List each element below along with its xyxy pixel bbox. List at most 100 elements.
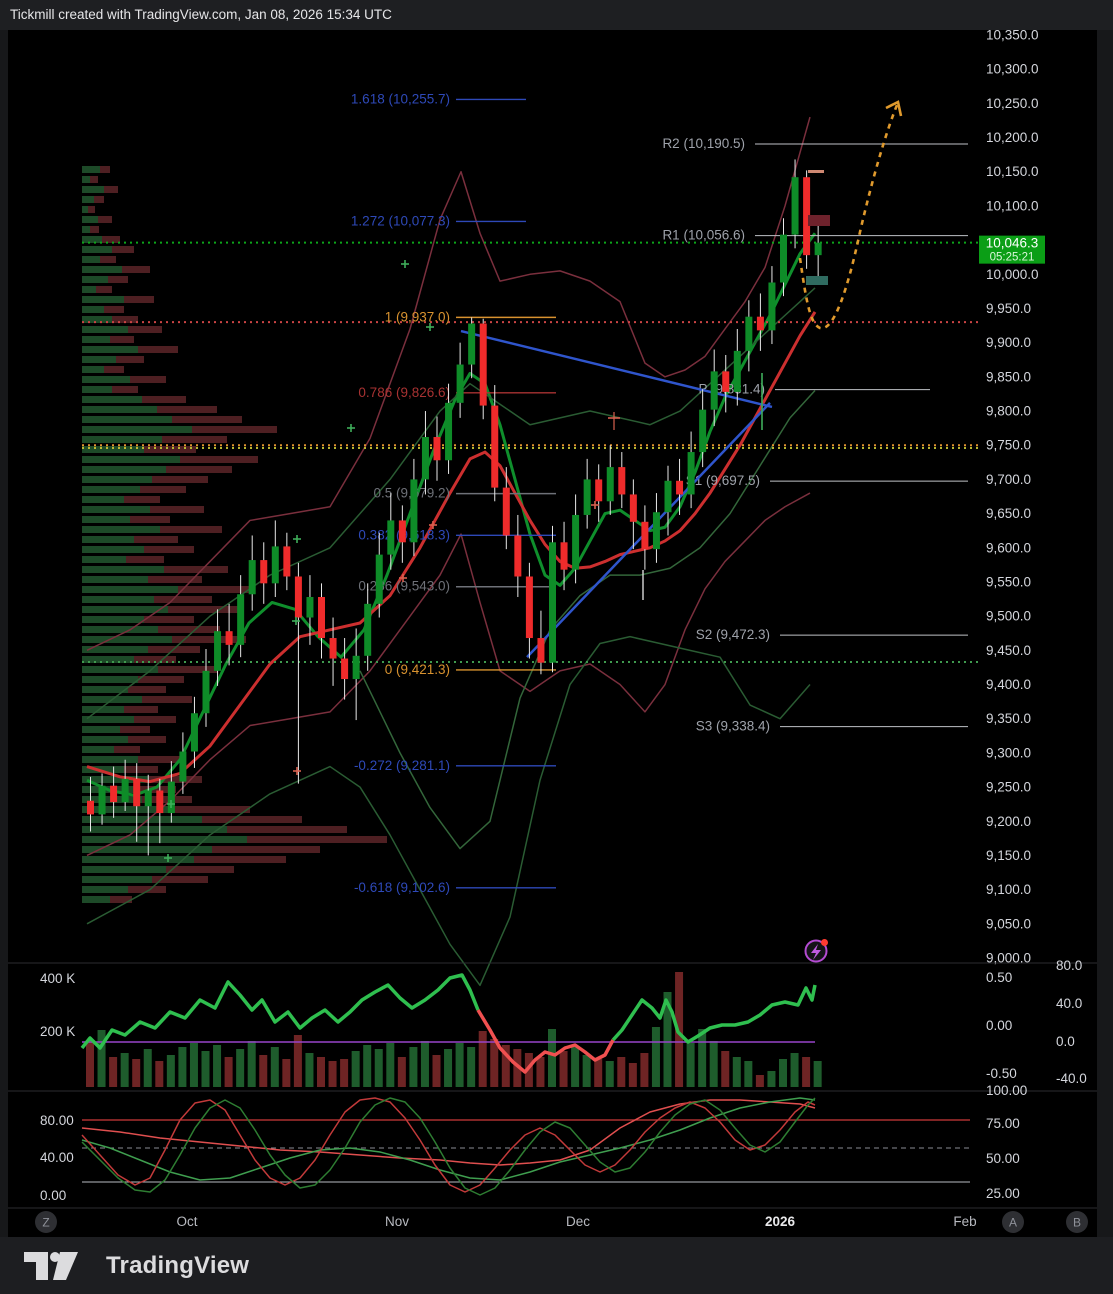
volume-profile-sell-bar — [130, 376, 166, 383]
y-axis-label[interactable]: 9,700.0 — [986, 472, 1031, 487]
candle-down — [318, 597, 325, 639]
indicator-axis-label[interactable]: 0.00 — [986, 1018, 1012, 1033]
y-axis-label[interactable]: 10,250.0 — [986, 96, 1039, 111]
y-axis-label[interactable]: 9,050.0 — [986, 916, 1031, 931]
volume-profile-sell-bar — [104, 366, 124, 373]
candle-up — [468, 323, 476, 365]
current-price-value: 10,046.3 — [986, 236, 1039, 251]
y-axis-label[interactable]: 10,150.0 — [986, 164, 1039, 179]
month-label-dec[interactable]: Dec — [566, 1214, 590, 1229]
volume-bar — [559, 1051, 568, 1087]
volume-axis-label[interactable]: 400 K — [40, 971, 75, 986]
y-axis-label[interactable]: 9,650.0 — [986, 506, 1031, 521]
y-axis-label[interactable]: 9,300.0 — [986, 745, 1031, 760]
y-axis-label[interactable]: 9,000.0 — [986, 951, 1031, 966]
volume-ratio-line-red — [476, 1009, 615, 1074]
volume-profile-buy-bar — [82, 476, 152, 483]
y-axis-label[interactable]: 9,850.0 — [986, 369, 1031, 384]
y-axis-label[interactable]: 9,150.0 — [986, 848, 1031, 863]
y-axis-label[interactable]: 9,500.0 — [986, 609, 1031, 624]
candle-down — [225, 631, 233, 645]
axis-button-z[interactable] — [35, 1211, 57, 1233]
oscillator-axis-label[interactable]: 0.00 — [40, 1188, 66, 1203]
y-axis-label[interactable]: 9,250.0 — [986, 780, 1031, 795]
month-label-oct[interactable]: Oct — [176, 1214, 197, 1229]
candle-down — [560, 542, 568, 570]
volume-profile-sell-bar — [144, 446, 196, 453]
month-label-2026[interactable]: 2026 — [765, 1214, 796, 1229]
indicator-axis-label[interactable]: -0.50 — [986, 1066, 1017, 1081]
oscillator-axis-label[interactable]: 80.00 — [40, 1113, 74, 1128]
position-mark[interactable] — [808, 215, 830, 226]
y-axis-label[interactable]: 9,800.0 — [986, 404, 1031, 419]
indicator-axis-label-2[interactable]: 40.0 — [1056, 996, 1082, 1011]
volume-profile-buy-bar — [82, 726, 120, 733]
volume-axis-label[interactable]: 200 K — [40, 1024, 75, 1039]
y-axis-label[interactable]: 9,950.0 — [986, 301, 1031, 316]
volume-profile-buy-bar — [82, 546, 144, 553]
volume-bar — [420, 1041, 429, 1087]
y-axis-label[interactable]: 10,200.0 — [986, 130, 1039, 145]
candle-down — [329, 638, 337, 659]
indicator-axis-label-2[interactable]: 0.0 — [1056, 1034, 1075, 1049]
position-mark[interactable] — [806, 276, 828, 285]
volume-bar — [455, 1043, 464, 1087]
volume-profile-buy-bar — [82, 746, 114, 753]
volume-profile-sell-bar — [122, 266, 150, 273]
y-axis-label[interactable]: 9,750.0 — [986, 438, 1031, 453]
volume-profile-sell-bar — [138, 346, 178, 353]
y-axis-label[interactable]: 9,900.0 — [986, 335, 1031, 350]
current-price-badge[interactable] — [979, 235, 1045, 264]
volume-profile-buy-bar — [82, 456, 180, 463]
volume-bar — [513, 1049, 522, 1087]
oscillator-axis-label[interactable]: 75.00 — [986, 1116, 1020, 1131]
indicator-axis-label[interactable]: 0.50 — [986, 970, 1012, 985]
volume-bar — [790, 1053, 799, 1087]
y-axis-label[interactable]: 10,000.0 — [986, 267, 1039, 282]
volume-profile-buy-bar — [82, 436, 162, 443]
month-label-nov[interactable]: Nov — [385, 1214, 409, 1229]
oscillator-axis-label[interactable]: 100.00 — [986, 1083, 1027, 1098]
y-axis-label[interactable]: 9,450.0 — [986, 643, 1031, 658]
volume-profile-sell-bar — [134, 536, 178, 543]
volume-profile-sell-bar — [194, 856, 286, 863]
oscillator-axis-label[interactable]: 40.00 — [40, 1150, 74, 1165]
axis-button-b[interactable] — [1066, 1211, 1088, 1233]
volume-bar — [213, 1045, 222, 1087]
indicator-axis-label-2[interactable]: -40.0 — [1056, 1071, 1087, 1086]
indicator-axis-label-2[interactable]: 80.0 — [1056, 958, 1082, 973]
volume-profile-buy-bar — [82, 256, 100, 263]
y-axis-label[interactable]: 9,550.0 — [986, 574, 1031, 589]
volume-bar — [501, 1045, 510, 1087]
volume-profile-buy-bar — [82, 266, 122, 273]
month-label-feb[interactable]: Feb — [953, 1214, 976, 1229]
y-axis-label[interactable]: 10,300.0 — [986, 62, 1039, 77]
candle-down — [676, 480, 684, 495]
volume-profile-buy-bar — [82, 236, 102, 243]
volume-profile-buy-bar — [82, 486, 140, 493]
y-axis-label[interactable]: 9,200.0 — [986, 814, 1031, 829]
y-axis-label[interactable]: 10,100.0 — [986, 198, 1039, 213]
volume-bar — [663, 992, 672, 1087]
notification-dot — [821, 939, 828, 946]
y-axis-label[interactable]: 9,100.0 — [986, 882, 1031, 897]
y-axis-label[interactable]: 9,350.0 — [986, 711, 1031, 726]
volume-bar — [236, 1049, 245, 1087]
volume-bar — [109, 1057, 118, 1087]
position-mark[interactable] — [808, 170, 824, 173]
volume-profile-sell-bar — [100, 166, 110, 173]
y-axis-label[interactable]: 9,600.0 — [986, 540, 1031, 555]
oscillator-axis-label[interactable]: 25.00 — [986, 1186, 1020, 1201]
y-axis-label[interactable]: 10,350.0 — [986, 28, 1039, 43]
candle-up — [410, 479, 418, 543]
volume-profile-buy-bar — [82, 886, 128, 893]
axis-button-a[interactable] — [1002, 1211, 1024, 1233]
volume-profile-sell-bar — [112, 386, 138, 393]
y-axis-label[interactable]: 9,400.0 — [986, 677, 1031, 692]
volume-profile-buy-bar — [82, 326, 128, 333]
candle-up — [549, 542, 556, 663]
candle-up — [248, 560, 256, 595]
volume-profile-buy-bar — [82, 536, 134, 543]
oscillator-axis-label[interactable]: 50.00 — [986, 1151, 1020, 1166]
